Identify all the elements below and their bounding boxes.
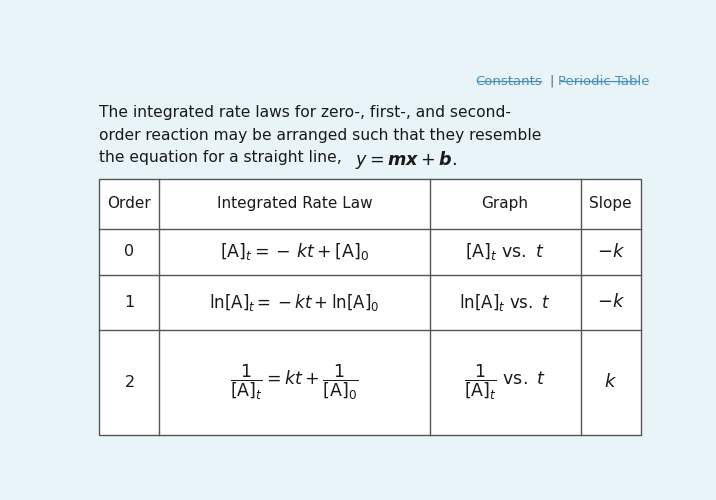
Text: $\left[\mathrm{A}\right]_t = -\,kt + \left[\mathrm{A}\right]_0$: $\left[\mathrm{A}\right]_t = -\,kt + \le…: [220, 241, 369, 262]
Text: Graph: Graph: [482, 196, 528, 212]
Text: Constants: Constants: [475, 74, 542, 88]
Text: $\ln\!\left[\mathrm{A}\right]_t\ \mathrm{vs.}\ t$: $\ln\!\left[\mathrm{A}\right]_t\ \mathrm…: [460, 292, 551, 312]
Bar: [100, 180, 641, 436]
Text: Slope: Slope: [589, 196, 632, 212]
Text: The integrated rate laws for zero-, first-, and second-: The integrated rate laws for zero-, firs…: [100, 106, 511, 120]
Text: Periodic Table: Periodic Table: [558, 74, 650, 88]
Text: 1: 1: [125, 294, 135, 310]
Text: Order: Order: [107, 196, 151, 212]
Text: |: |: [549, 74, 553, 88]
Text: $-k$: $-k$: [596, 293, 624, 311]
Text: $\ln\!\left[\mathrm{A}\right]_t = -kt + \ln\!\left[\mathrm{A}\right]_0$: $\ln\!\left[\mathrm{A}\right]_t = -kt + …: [209, 292, 379, 312]
Text: $\dfrac{1}{\left[\mathrm{A}\right]_t} = kt + \dfrac{1}{\left[\mathrm{A}\right]_0: $\dfrac{1}{\left[\mathrm{A}\right]_t} = …: [231, 362, 359, 402]
Text: Integrated Rate Law: Integrated Rate Law: [217, 196, 372, 212]
Text: $\dfrac{1}{\left[\mathrm{A}\right]_t}\ \mathrm{vs.}\ t$: $\dfrac{1}{\left[\mathrm{A}\right]_t}\ \…: [464, 362, 546, 402]
Text: $-k$: $-k$: [596, 242, 624, 260]
Text: 0: 0: [125, 244, 135, 259]
Text: $y = \boldsymbol{m}\boldsymbol{x} + \boldsymbol{b}$.: $y = \boldsymbol{m}\boldsymbol{x} + \bol…: [354, 148, 457, 171]
Text: 2: 2: [125, 375, 135, 390]
Text: $k$: $k$: [604, 374, 617, 392]
Text: order reaction may be arranged such that they resemble: order reaction may be arranged such that…: [100, 128, 542, 143]
Text: $\left[\mathrm{A}\right]_t\ \mathrm{vs.}\ t$: $\left[\mathrm{A}\right]_t\ \mathrm{vs.}…: [465, 241, 545, 262]
Text: the equation for a straight line,: the equation for a straight line,: [100, 150, 342, 165]
